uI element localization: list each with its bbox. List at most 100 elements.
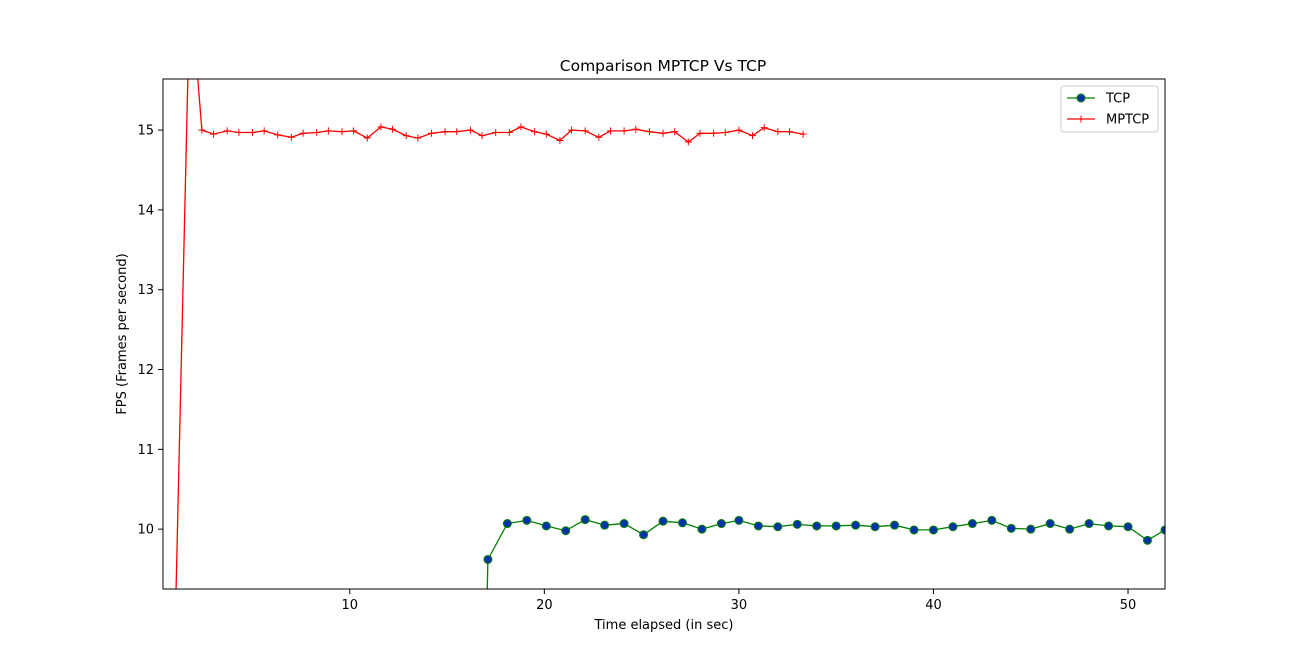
y-axis-label: FPS (Frames per second): [115, 253, 130, 414]
data-point-mptcp: [556, 136, 564, 144]
data-point-tcp: [890, 520, 900, 530]
data-point-tcp: [851, 520, 861, 530]
data-point-tcp: [1104, 521, 1114, 531]
data-point-tcp: [716, 519, 726, 529]
data-point-mptcp: [505, 128, 513, 136]
data-point-mptcp: [248, 128, 256, 136]
data-point-tcp: [619, 519, 629, 529]
data-point-mptcp: [235, 128, 243, 136]
data-point-mptcp: [799, 130, 807, 138]
data-point-tcp: [483, 554, 493, 564]
data-point-mptcp: [735, 126, 743, 134]
data-point-mptcp: [785, 128, 793, 136]
y-tick-label: 10: [137, 523, 154, 538]
data-point-tcp: [541, 521, 551, 531]
x-tick-label: 40: [925, 598, 942, 613]
data-point-tcp: [870, 522, 880, 532]
data-point-tcp: [580, 515, 590, 525]
data-point-tcp: [658, 516, 668, 526]
legend-marker-tcp: [1076, 93, 1086, 103]
data-point-mptcp: [684, 138, 692, 146]
y-tick-label: 15: [137, 124, 154, 139]
data-point-tcp: [639, 530, 649, 540]
data-point-mptcp: [338, 128, 346, 136]
data-point-mptcp: [606, 127, 614, 135]
data-point-mptcp: [223, 127, 231, 135]
y-axis-ticks: 10 11 12 13 14 15: [137, 124, 163, 538]
legend-label-mptcp: MPTCP: [1106, 113, 1149, 128]
data-point-mptcp: [749, 132, 757, 140]
data-point-tcp: [1142, 535, 1152, 545]
series-layer: [175, 79, 1165, 589]
data-point-mptcp: [198, 126, 206, 134]
data-point-tcp: [753, 521, 763, 531]
data-point-tcp: [773, 522, 783, 532]
data-point-mptcp: [441, 128, 449, 136]
legend-item-mptcp: MPTCP: [1067, 113, 1149, 128]
data-point-mptcp: [696, 129, 704, 137]
data-point-mptcp: [620, 127, 628, 135]
data-point-mptcp: [453, 128, 461, 136]
data-point-mptcp: [671, 128, 679, 136]
data-point-tcp: [697, 524, 707, 534]
data-point-tcp: [1065, 524, 1075, 534]
legend: TCP MPTCP: [1060, 85, 1159, 133]
data-point-mptcp: [659, 129, 667, 137]
data-point-tcp: [987, 515, 997, 525]
data-point-tcp: [600, 520, 610, 530]
series-mptcp: [175, 79, 807, 589]
y-tick-label: 14: [137, 203, 154, 218]
x-axis-label: Time elapsed (in sec): [594, 618, 734, 633]
data-point-mptcp: [710, 129, 718, 137]
data-point-tcp: [502, 519, 512, 529]
x-tick-label: 50: [1120, 598, 1137, 613]
data-point-mptcp: [414, 134, 422, 142]
data-point-mptcp: [478, 132, 486, 140]
data-point-tcp: [677, 518, 687, 528]
y-tick-label: 13: [137, 283, 154, 298]
data-point-mptcp: [581, 127, 589, 135]
legend-item-tcp: TCP: [1067, 92, 1130, 107]
y-tick-label: 12: [137, 363, 154, 378]
data-point-mptcp: [287, 133, 295, 141]
data-point-mptcp: [568, 126, 576, 134]
data-point-mptcp: [313, 128, 321, 136]
data-point-mptcp: [632, 125, 640, 133]
data-point-tcp: [1045, 519, 1055, 529]
plot-area-frame: [162, 78, 1166, 590]
data-point-mptcp: [595, 133, 603, 141]
data-point-mptcp: [377, 123, 385, 131]
legend-label-tcp: TCP: [1105, 92, 1130, 107]
x-axis-ticks: 10 20 30 40 50: [342, 589, 1137, 613]
data-point-tcp: [831, 521, 841, 531]
data-point-tcp: [1160, 525, 1165, 535]
data-point-tcp: [561, 526, 571, 536]
data-point-mptcp: [492, 128, 500, 136]
data-point-mptcp: [774, 128, 782, 136]
chart-title: Comparison MPTCP Vs TCP: [560, 57, 766, 75]
series-tcp: [483, 515, 1165, 589]
data-point-mptcp: [531, 128, 539, 136]
data-point-tcp: [1084, 519, 1094, 529]
x-tick-label: 30: [731, 598, 748, 613]
data-point-mptcp: [324, 127, 332, 135]
data-point-mptcp: [389, 125, 397, 133]
data-point-mptcp: [760, 124, 768, 132]
data-point-tcp: [1026, 524, 1036, 534]
legend-marker-mptcp: [1077, 115, 1085, 123]
data-point-tcp: [792, 519, 802, 529]
data-point-mptcp: [645, 128, 653, 136]
data-point-mptcp: [363, 134, 371, 142]
data-point-mptcp: [350, 127, 358, 135]
data-point-mptcp: [274, 131, 282, 139]
data-point-mptcp: [402, 132, 410, 140]
data-point-mptcp: [299, 129, 307, 137]
data-point-mptcp: [517, 123, 525, 131]
data-point-mptcp: [210, 130, 218, 138]
data-point-mptcp: [721, 128, 729, 136]
x-tick-label: 10: [342, 598, 359, 613]
data-point-mptcp: [427, 129, 435, 137]
data-point-mptcp: [260, 127, 268, 135]
y-tick-label: 11: [137, 443, 154, 458]
